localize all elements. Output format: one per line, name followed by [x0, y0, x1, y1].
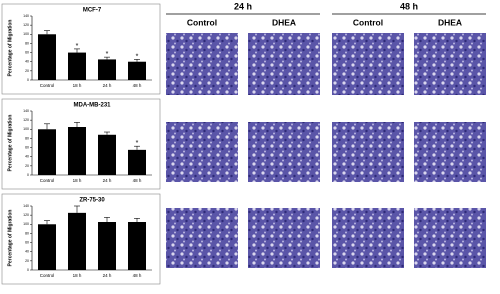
y-tick-label: 80	[25, 41, 29, 45]
y-tick-label: 40	[25, 60, 29, 64]
bar	[68, 127, 86, 175]
y-tick-label: 80	[25, 136, 29, 140]
image-grid: 24 h 48 h Control DHEA Control DHEA	[166, 1, 486, 268]
bar	[128, 149, 146, 175]
micrograph	[414, 33, 486, 95]
bar	[98, 222, 116, 270]
micrograph	[166, 122, 238, 182]
y-tick-label: 60	[25, 145, 29, 149]
y-tick-label: 60	[25, 240, 29, 244]
bar	[98, 134, 116, 175]
significance-mark: *	[76, 43, 79, 50]
bar-chart: ZR-75-30 Percentage of Migration 0 20 40 60 80…	[1, 193, 161, 285]
bar	[38, 129, 56, 175]
condition-label: Control	[187, 17, 217, 27]
condition-label: DHEA	[272, 17, 296, 27]
bar	[38, 34, 56, 80]
y-tick-label: 140	[23, 109, 29, 113]
y-axis-label: Percentage of Migration	[7, 20, 13, 77]
micrograph	[332, 122, 404, 182]
y-tick-label: 120	[23, 23, 29, 27]
x-tick-label: 18 h	[73, 178, 82, 183]
y-tick-label: 120	[23, 213, 29, 217]
bar	[128, 222, 146, 270]
y-tick-label: 0	[27, 268, 29, 272]
chart-title: MDA-MB-231	[73, 103, 111, 109]
y-tick-label: 100	[23, 222, 29, 226]
x-tick-label: Control	[40, 273, 55, 278]
y-tick-label: 0	[27, 173, 29, 177]
y-tick-label: 100	[23, 127, 29, 131]
x-tick-label: 24 h	[103, 83, 112, 88]
y-tick-label: 120	[23, 118, 29, 122]
micrograph	[332, 208, 404, 268]
y-tick-label: 40	[25, 250, 29, 254]
bar	[38, 224, 56, 270]
bar	[68, 52, 86, 80]
micrograph	[166, 208, 238, 268]
significance-mark: *	[106, 51, 109, 58]
x-tick-label: 48 h	[133, 273, 142, 278]
x-tick-label: Control	[40, 178, 55, 183]
micrograph	[414, 208, 486, 268]
y-tick-label: 20	[25, 259, 29, 263]
bar-chart: MDA-MB-231 Percentage of Migration 0 20 40 60…	[1, 98, 161, 190]
y-tick-label: 80	[25, 231, 29, 235]
bar	[68, 212, 86, 270]
x-tick-label: 48 h	[133, 178, 142, 183]
x-tick-label: 18 h	[73, 273, 82, 278]
micrograph	[166, 33, 238, 95]
micrograph	[248, 208, 320, 268]
x-tick-label: 48 h	[133, 83, 142, 88]
x-tick-label: Control	[40, 83, 55, 88]
y-tick-label: 140	[23, 14, 29, 18]
condition-label: Control	[353, 17, 383, 27]
y-axis-label: Percentage of Migration	[7, 210, 13, 267]
y-tick-label: 100	[23, 32, 29, 36]
significance-mark: *	[136, 140, 139, 147]
y-tick-label: 40	[25, 155, 29, 159]
micrograph	[414, 122, 486, 182]
bar-chart: MCF-7 Percentage of Migration 0 20 40 60 80 100…	[1, 3, 161, 95]
significance-mark: *	[136, 53, 139, 60]
chart-title: MCF-7	[83, 8, 102, 14]
x-tick-label: 24 h	[103, 273, 112, 278]
y-axis-label: Percentage of Migration	[7, 115, 13, 172]
chart-title: ZR-75-30	[79, 198, 105, 204]
x-tick-label: 18 h	[73, 83, 82, 88]
x-tick-label: 24 h	[103, 178, 112, 183]
y-tick-label: 0	[27, 78, 29, 82]
time-label: 48 h	[400, 1, 418, 11]
y-tick-label: 60	[25, 50, 29, 54]
y-tick-label: 20	[25, 69, 29, 73]
y-tick-label: 140	[23, 204, 29, 208]
bar	[98, 59, 116, 80]
condition-label: DHEA	[438, 17, 462, 27]
micrograph	[248, 33, 320, 95]
y-tick-label: 20	[25, 164, 29, 168]
micrograph	[248, 122, 320, 182]
bar	[128, 61, 146, 80]
micrograph	[332, 33, 404, 95]
time-label: 24 h	[234, 1, 252, 11]
